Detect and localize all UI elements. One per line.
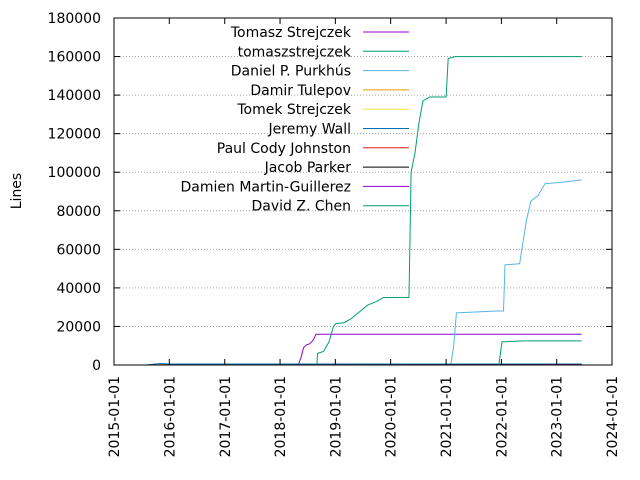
legend-label: Jacob Parker [264, 160, 352, 176]
legend-label: tomaszstrejczek [238, 44, 352, 60]
series-line-9 [498, 340, 582, 366]
y-tick-label: 180000 [48, 11, 101, 27]
legend-label: Tomasz Strejczek [230, 25, 352, 41]
y-tick-label: 60000 [56, 242, 101, 258]
series-line-5 [146, 362, 582, 366]
y-tick-label: 0 [92, 358, 101, 374]
y-tick-label: 160000 [48, 50, 101, 66]
y-tick-label: 100000 [48, 165, 101, 181]
legend-label: Damir Tulepov [250, 83, 351, 99]
y-tick-label: 40000 [56, 281, 101, 297]
y-tick-label: 20000 [56, 319, 101, 335]
series-line-0 [297, 333, 582, 366]
x-tick-label: 2018-01-01 [273, 376, 289, 457]
legend-label: Jeremy Wall [268, 122, 351, 138]
y-axis-label: Lines [9, 173, 25, 209]
x-tick-label: 2020-01-01 [384, 376, 400, 457]
series-line-1 [316, 56, 582, 366]
legend-label: Paul Cody Johnston [217, 141, 351, 157]
x-tick-label: 2024-01-01 [605, 376, 621, 457]
legend-label: Daniel P. Purkhús [231, 64, 351, 80]
y-tick-label: 120000 [48, 127, 101, 143]
y-tick-label: 140000 [48, 88, 101, 104]
legend: Tomasz Strejczek tomaszstrejczek Daniel P.… [181, 25, 409, 215]
x-tick-label: 2015-01-01 [107, 376, 123, 457]
legend-label: Tomek Strejczek [236, 102, 352, 118]
x-axis: 2015-01-01 2016-01-01 2017-01-01 2018-01-01… [107, 18, 621, 457]
plot-frame [113, 17, 613, 366]
legend-label: Damien Martin-Guillerez [181, 179, 351, 195]
x-tick-label: 2023-01-01 [550, 376, 566, 457]
x-tick-label: 2017-01-01 [218, 376, 234, 457]
y-tick-label: 80000 [56, 204, 101, 220]
x-tick-label: 2016-01-01 [162, 376, 178, 457]
x-tick-label: 2019-01-01 [328, 376, 344, 457]
y-axis: 0 20000 40000 60000 80000 100000 120000 140000 1… [48, 11, 612, 374]
series-line-2 [450, 179, 582, 366]
x-tick-label: 2022-01-01 [494, 376, 510, 457]
legend-label: David Z. Chen [252, 199, 352, 215]
x-tick-label: 2021-01-01 [439, 376, 455, 457]
